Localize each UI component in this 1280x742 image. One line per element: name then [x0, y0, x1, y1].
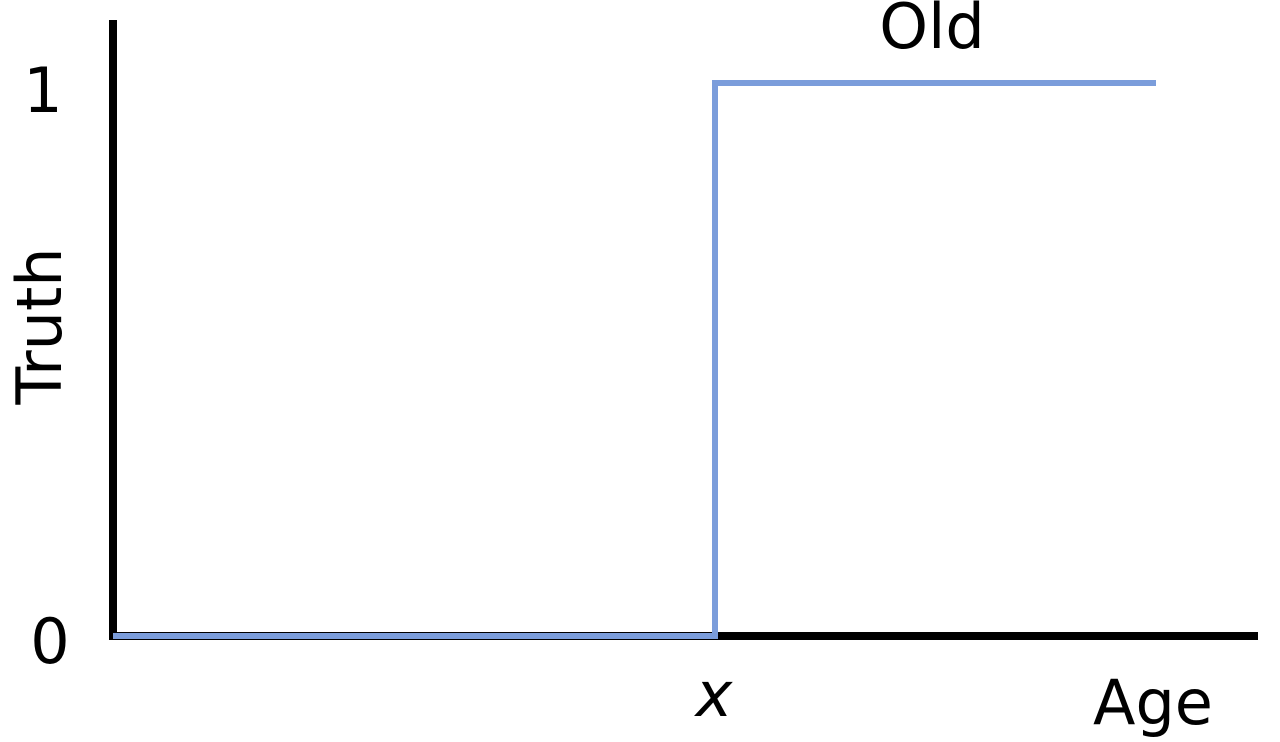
y-tick-1: 1 [23, 54, 62, 127]
y-tick-0: 0 [30, 605, 69, 678]
threshold-label-x: x [694, 658, 734, 731]
x-axis-label: Age [1093, 666, 1213, 739]
y-axis-label: Truth [3, 247, 76, 405]
curve-label-old: Old [879, 0, 984, 63]
old-step-function [113, 80, 1156, 639]
